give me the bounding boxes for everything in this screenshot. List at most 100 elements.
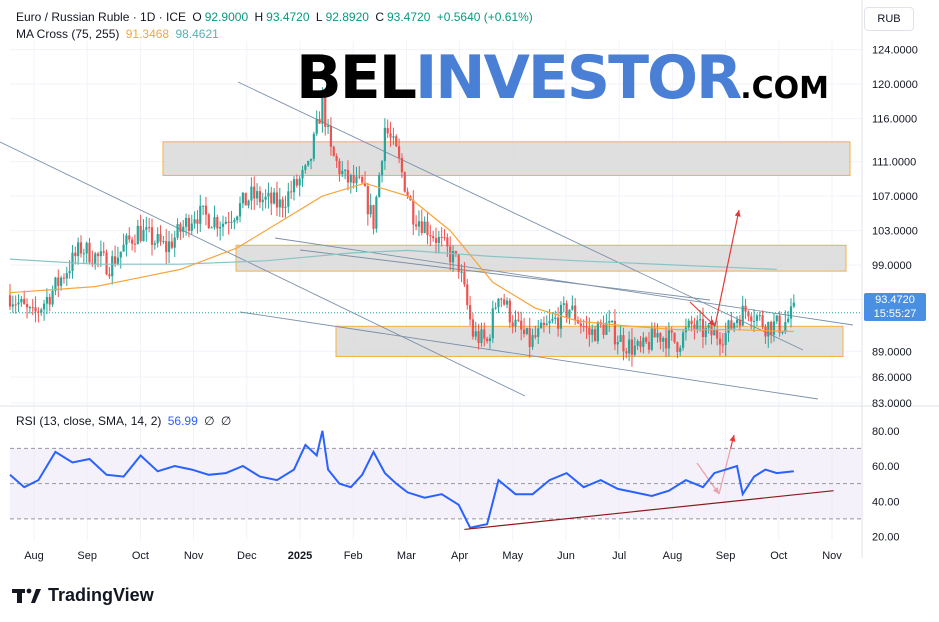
candle-body <box>292 179 296 193</box>
candle-body <box>537 328 540 337</box>
candle-body <box>696 320 699 329</box>
rsi-support-line <box>464 490 834 531</box>
candle-body <box>324 94 327 127</box>
candle-body <box>446 237 449 247</box>
candle-body <box>14 304 17 306</box>
candle-body <box>122 244 125 252</box>
candle-body <box>261 199 264 203</box>
candle-body <box>670 330 673 333</box>
candle-body <box>227 221 230 223</box>
candle-body <box>676 342 679 352</box>
candle-body <box>395 136 398 147</box>
candle-body <box>591 329 594 335</box>
candle-body <box>616 341 619 345</box>
candle-body <box>628 339 631 354</box>
candle-body <box>468 305 472 320</box>
candle-body <box>219 226 222 229</box>
candle-body <box>642 337 645 347</box>
candle-body <box>747 311 750 317</box>
candle-body <box>281 199 284 208</box>
trend-line <box>239 311 819 400</box>
candle-body <box>136 225 139 245</box>
rsi-label[interactable]: RSI (13, close, SMA, 14, 2) <box>16 414 162 428</box>
candle-body <box>602 324 605 335</box>
candle-body <box>721 344 724 346</box>
candle-body <box>253 186 256 199</box>
ohlc-h: 93.4720 <box>266 10 310 24</box>
candle-body <box>486 338 489 342</box>
time-tick-label: Sep <box>77 550 97 562</box>
ma-label[interactable]: MA Cross (75, 255) <box>16 27 120 41</box>
candle-body <box>440 236 443 238</box>
candle-body <box>397 146 401 159</box>
candle-body <box>687 320 690 328</box>
candle-body <box>491 308 494 339</box>
candle-body <box>111 256 114 277</box>
candle-body <box>17 302 20 305</box>
candle-body <box>318 118 321 124</box>
candle-body <box>312 133 315 159</box>
watermark-part2: INVESTOR <box>414 43 742 113</box>
candle-body <box>679 347 682 352</box>
candle-body <box>585 326 588 328</box>
candle-body <box>716 329 719 339</box>
candle-body <box>156 234 159 244</box>
candle-body <box>449 246 452 263</box>
candle-body <box>153 243 156 245</box>
tradingview-brand[interactable]: TradingView <box>12 585 154 606</box>
candle-body <box>426 221 429 236</box>
candle-body <box>781 332 784 334</box>
candle-body <box>273 192 276 204</box>
candle-body <box>639 341 642 347</box>
symbol-title[interactable]: Euro / Russian Ruble · 1D · ICE <box>16 10 187 24</box>
candle-body <box>307 160 310 166</box>
candle-body <box>568 309 571 318</box>
resistance-support-zones <box>162 141 851 357</box>
candle-body <box>94 253 97 265</box>
candles <box>8 87 862 367</box>
candle-body <box>99 251 102 257</box>
candle-body <box>571 305 574 310</box>
candle-body <box>778 315 781 333</box>
candle-body <box>454 251 457 255</box>
price-tick-label: 120.0000 <box>872 79 918 91</box>
candle-body <box>423 221 426 233</box>
currency-button[interactable]: RUB <box>864 7 914 31</box>
candle-body <box>403 172 406 192</box>
candle-body <box>619 335 622 342</box>
candle-body <box>372 205 375 229</box>
price-tick-label: 89.0000 <box>872 346 912 358</box>
watermark-part3: .COM <box>740 71 830 106</box>
rsi-tick-label: 40.00 <box>872 496 900 508</box>
candle-body <box>230 222 233 224</box>
candle-body <box>145 227 148 230</box>
candle-body <box>298 178 301 186</box>
candle-body <box>557 317 560 329</box>
chart-canvas[interactable]: 124.0000 120.0000 116.0000 111.0000 107.0000… <box>0 0 939 580</box>
candle-body <box>625 351 628 354</box>
candle-body <box>108 274 111 277</box>
candle-body <box>131 239 134 244</box>
candle-body <box>54 277 57 291</box>
candle-body <box>304 165 307 170</box>
time-tick-label: Oct <box>132 550 149 562</box>
candle-body <box>505 300 509 305</box>
candle-body <box>704 327 707 338</box>
ma-slow-value: 98.4621 <box>175 27 219 41</box>
candle-body <box>378 175 381 197</box>
candle-body <box>34 307 37 312</box>
time-axis: Aug Sep Oct Nov Dec 2025 Feb Mar Apr May Jun Jul Aug… <box>24 550 842 562</box>
candle-body <box>255 191 259 199</box>
candle-body <box>179 224 182 232</box>
candle-body <box>503 299 506 305</box>
candle-body <box>664 337 668 349</box>
candle-body <box>355 176 358 184</box>
candle-body <box>96 253 100 257</box>
time-tick-label: Sep <box>716 550 736 562</box>
candle-body <box>335 156 338 161</box>
candle-body <box>8 295 12 307</box>
symbol-header: Euro / Russian Ruble · 1D · ICE O 92.9000… <box>16 10 536 24</box>
candle-body <box>159 234 162 242</box>
candle-body <box>287 191 290 207</box>
candle-body <box>338 160 341 175</box>
